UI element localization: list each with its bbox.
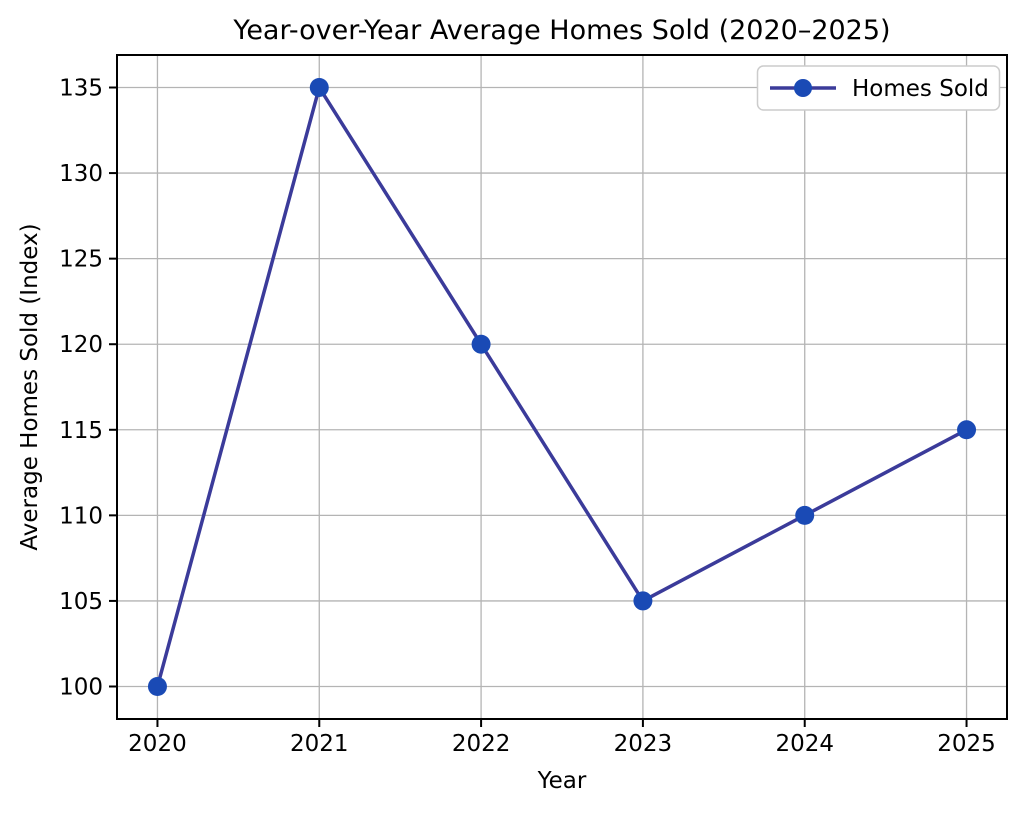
- y-tick-label: 125: [59, 247, 103, 273]
- grid-lines: [117, 55, 1007, 719]
- data-point: [471, 334, 491, 354]
- legend-box: [756, 65, 1001, 111]
- x-axis-label: Year: [537, 768, 587, 794]
- legend-label: Homes Sold: [852, 76, 989, 102]
- series-line: [155, 85, 969, 689]
- x-tick-label: 2022: [452, 731, 511, 757]
- y-tick-label: 105: [59, 589, 103, 615]
- legend: Homes Sold: [756, 65, 1001, 111]
- y-tick-label: 115: [59, 418, 103, 444]
- data-series: [147, 78, 977, 696]
- plot-frame: [116, 54, 1008, 720]
- chart-title: Year-over-Year Average Homes Sold (2020–…: [232, 15, 890, 46]
- x-tick-label: 2021: [290, 731, 349, 757]
- y-tick-label: 110: [59, 503, 103, 529]
- data-point: [795, 505, 815, 525]
- y-tick-label: 135: [59, 76, 103, 102]
- data-point: [633, 591, 653, 611]
- data-point: [147, 676, 167, 696]
- y-tick-label: 100: [59, 674, 103, 700]
- y-tick-label: 130: [59, 161, 103, 187]
- y-tick-label: 120: [59, 332, 103, 358]
- axis-ticks: 2020 2021 2022 2023 2024 2025 100 105 110 115 120 1…: [59, 76, 996, 757]
- x-tick-label: 2020: [128, 731, 187, 757]
- legend-marker-icon: [794, 79, 812, 97]
- data-point: [309, 78, 329, 98]
- x-tick-label: 2023: [614, 731, 673, 757]
- data-point: [957, 420, 977, 440]
- x-tick-label: 2024: [775, 731, 834, 757]
- y-axis-label: Average Homes Sold (Index): [17, 223, 43, 550]
- x-tick-label: 2025: [937, 731, 996, 757]
- plot-border: [116, 54, 1008, 720]
